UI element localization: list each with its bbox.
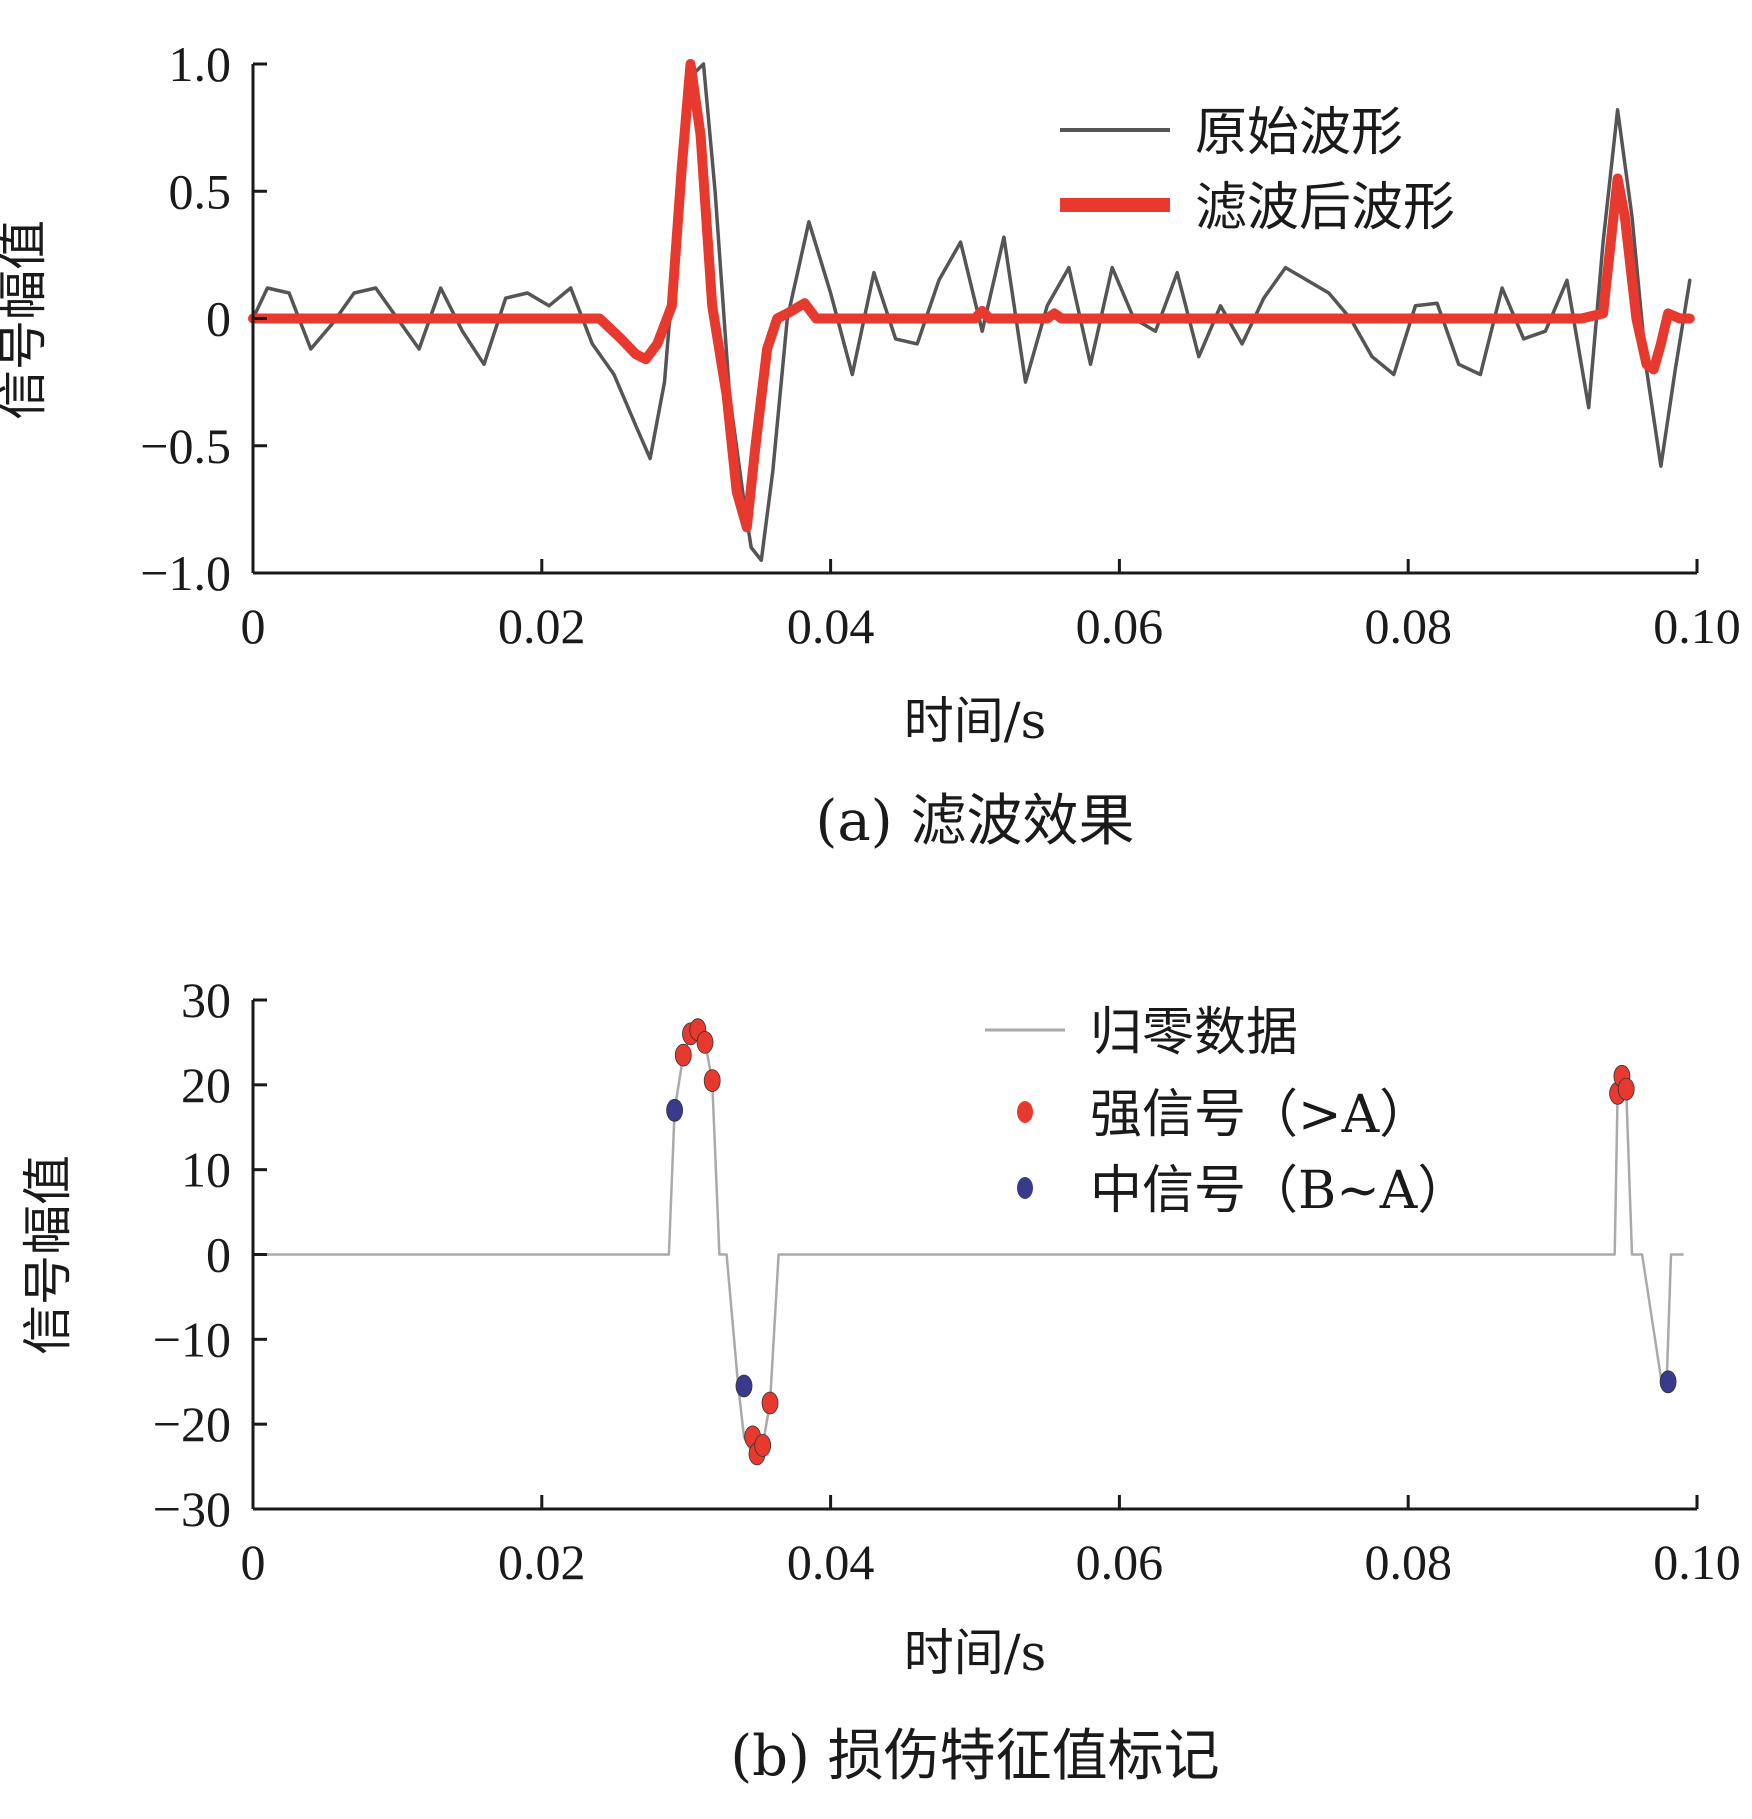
series-line-1 bbox=[251, 1028, 1684, 1464]
chart-caption: (a) 滤波效果 bbox=[816, 789, 1135, 854]
legend: 原始波形 滤波后波形 bbox=[1060, 103, 1455, 238]
x-tick-label: 0.10 bbox=[1653, 1534, 1741, 1590]
x-tick-label: 0.10 bbox=[1653, 598, 1741, 654]
data-point bbox=[1659, 1370, 1677, 1394]
x-tick-label: 0.06 bbox=[1076, 1534, 1164, 1590]
y-tick-label: 0.5 bbox=[169, 163, 232, 219]
series-line-1 bbox=[251, 62, 1692, 563]
data-point bbox=[703, 1069, 721, 1092]
x-axis-title: 时间/s bbox=[904, 1624, 1047, 1682]
x-tick-label: 0.02 bbox=[498, 1534, 586, 1590]
legend-label-zeroed: 归零数据 bbox=[1090, 1003, 1298, 1063]
y-axis-title: 信号幅值 bbox=[0, 220, 52, 420]
y-tick-label: −0.5 bbox=[140, 418, 231, 474]
x-tick-label: 0.06 bbox=[1076, 598, 1164, 654]
y-tick-label: 30 bbox=[181, 972, 231, 1028]
y-tick-label: −30 bbox=[153, 1481, 231, 1537]
legend-label-original: 原始波形 bbox=[1195, 103, 1403, 163]
filter-effect-chart: 1.00.50−0.5−1.00 0.02 0.04 0.06 0.08 0.10 原始波… bbox=[0, 36, 1741, 854]
legend-marker-medium bbox=[1017, 1177, 1033, 1199]
data-point bbox=[761, 1391, 779, 1415]
y-axis-title: 信号幅值 bbox=[19, 1155, 77, 1355]
y-tick-label: 20 bbox=[181, 1057, 231, 1113]
x-tick-label: 0.04 bbox=[787, 598, 875, 654]
legend: 归零数据 强信号（>A） 中信号（B~A） bbox=[985, 1003, 1469, 1221]
series-line-2 bbox=[248, 59, 1695, 533]
chart-caption: (b) 损伤特征值标记 bbox=[730, 1724, 1219, 1789]
x-tick-label: 0.02 bbox=[498, 598, 586, 654]
y-tick-label: 1.0 bbox=[169, 36, 232, 92]
data-point bbox=[735, 1374, 753, 1398]
y-tick-label: −20 bbox=[153, 1396, 231, 1452]
y-tick-label: 0 bbox=[206, 1227, 231, 1283]
data-point bbox=[666, 1098, 683, 1122]
y-tick-label: −10 bbox=[153, 1311, 231, 1367]
legend-label-filtered: 滤波后波形 bbox=[1195, 178, 1455, 238]
y-tick-label: 0 bbox=[206, 291, 231, 347]
x-tick-label: 0.08 bbox=[1364, 598, 1452, 654]
legend-marker-strong bbox=[1017, 1101, 1033, 1123]
data-point bbox=[754, 1434, 772, 1457]
x-tick-label: 0 bbox=[241, 1534, 266, 1590]
x-tick-label: 0 bbox=[241, 598, 266, 654]
x-tick-label: 0.08 bbox=[1364, 1534, 1452, 1590]
data-point bbox=[674, 1043, 692, 1067]
y-tick-label: 10 bbox=[181, 1142, 231, 1198]
legend-label-strong: 强信号（>A） bbox=[1090, 1085, 1431, 1145]
x-axis-title: 时间/s bbox=[904, 692, 1047, 750]
x-tick-label: 0.04 bbox=[787, 1534, 875, 1590]
data-point bbox=[696, 1031, 714, 1054]
data-point bbox=[1617, 1077, 1635, 1101]
legend-label-medium: 中信号（B~A） bbox=[1090, 1161, 1469, 1221]
y-tick-label: −1.0 bbox=[140, 545, 231, 601]
